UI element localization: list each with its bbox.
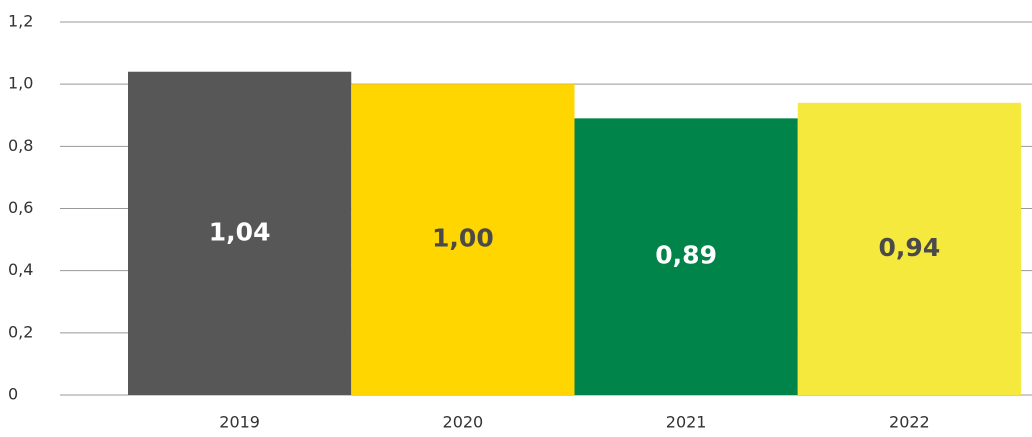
y-tick-label: 0,4 [8, 260, 33, 279]
data-label: 1,04 [209, 217, 271, 246]
y-tick-label: 0,2 [8, 322, 33, 341]
y-tick-label: 1,2 [8, 12, 33, 31]
bar [797, 102, 1021, 396]
x-tick-label: 2019 [219, 413, 260, 432]
bar [128, 71, 352, 395]
y-tick-label: 0 [8, 385, 18, 404]
data-label: 1,00 [432, 224, 494, 253]
x-tick-label: 2022 [889, 413, 930, 432]
y-tick-label: 1,0 [8, 74, 33, 93]
bar [574, 118, 798, 395]
y-tick-label: 0,8 [8, 136, 33, 155]
bar [351, 84, 575, 396]
data-label: 0,94 [879, 233, 941, 262]
x-tick-label: 2021 [666, 413, 707, 432]
y-tick-label: 0,6 [8, 198, 33, 217]
x-tick-label: 2020 [443, 413, 484, 432]
data-label: 0,89 [655, 241, 717, 270]
